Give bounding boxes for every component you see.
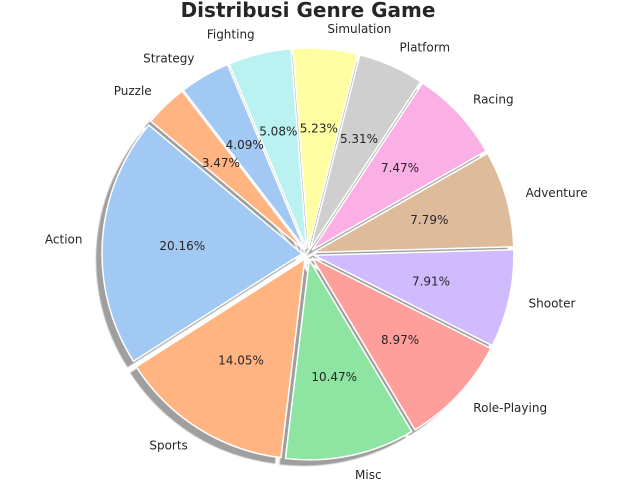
percent-label-strategy: 4.09% xyxy=(226,138,264,152)
category-label-misc: Misc xyxy=(355,468,382,482)
percent-label-fighting: 5.08% xyxy=(259,125,297,139)
percent-label-puzzle: 3.47% xyxy=(202,156,240,170)
slice-layer xyxy=(101,47,515,461)
category-label-layer: Action Sports Misc Role-Playing Shooter Adven… xyxy=(45,22,588,482)
category-label-role-playing: Role-Playing xyxy=(473,401,547,415)
percent-label-misc: 10.47% xyxy=(311,370,357,384)
category-label-platform: Platform xyxy=(400,40,451,54)
percent-label-simulation: 5.23% xyxy=(300,122,338,136)
slice-role-playing xyxy=(311,257,492,431)
percent-label-adventure: 7.79% xyxy=(410,213,448,227)
slice-shooter xyxy=(313,248,515,347)
slice-platform xyxy=(309,53,422,250)
slice-adventure xyxy=(313,152,515,254)
slice-puzzle xyxy=(149,90,305,251)
percent-label-sports: 14.05% xyxy=(218,354,264,368)
slice-misc xyxy=(284,259,413,461)
percent-label-shooter: 7.91% xyxy=(412,275,450,289)
slice-fighting xyxy=(228,48,308,249)
category-label-strategy: Strategy xyxy=(143,52,194,66)
slice-strategy xyxy=(182,63,306,250)
category-label-fighting: Fighting xyxy=(207,27,255,41)
category-label-simulation: Simulation xyxy=(327,22,391,36)
slice-racing xyxy=(311,82,487,251)
slice-action xyxy=(101,124,303,363)
percent-label-action: 20.16% xyxy=(159,239,205,253)
category-label-racing: Racing xyxy=(473,93,514,107)
chart-title: Distribusi Genre Game xyxy=(181,0,436,22)
category-label-action: Action xyxy=(45,232,83,246)
percent-label-racing: 7.47% xyxy=(381,161,419,175)
slice-simulation xyxy=(292,47,359,249)
percent-label-platform: 5.31% xyxy=(340,132,378,146)
category-label-puzzle: Puzzle xyxy=(114,84,152,98)
category-label-shooter: Shooter xyxy=(529,296,576,310)
category-label-sports: Sports xyxy=(149,438,187,452)
percent-label-role-playing: 8.97% xyxy=(381,333,419,347)
category-label-adventure: Adventure xyxy=(526,186,588,200)
slice-sports xyxy=(135,258,306,459)
percent-label-layer: 20.16% 14.05% 10.47% 8.97% 7.91% 7.79% 7.47% 5.… xyxy=(159,122,450,385)
